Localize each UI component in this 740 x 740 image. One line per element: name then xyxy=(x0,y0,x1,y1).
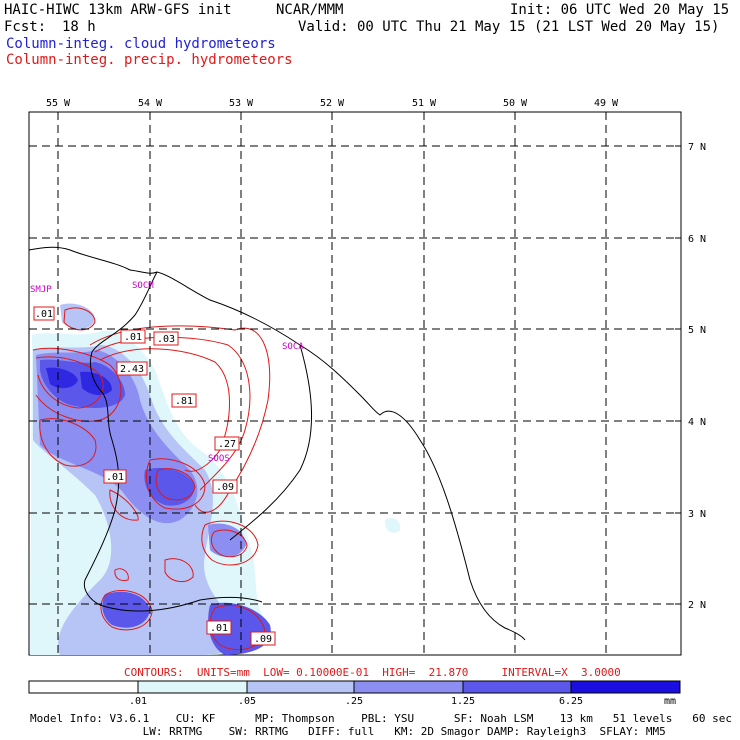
lon-label: 52 W xyxy=(320,98,345,109)
lon-label: 49 W xyxy=(594,98,619,109)
lon-label: 51 W xyxy=(412,98,437,109)
lat-label: 3 N xyxy=(688,509,706,520)
contour-label: .09 xyxy=(216,482,234,493)
contour-label: .27 xyxy=(218,439,236,450)
colorbar-tick: .01 xyxy=(129,696,147,707)
colorbar xyxy=(28,680,681,694)
contours-info: CONTOURS: UNITS=mm LOW= 0.10000E-01 HIGH… xyxy=(124,666,621,679)
field-precip-label: Column-integ. precip. hydrometeors xyxy=(6,52,293,68)
contour-label: .09 xyxy=(254,634,272,645)
contour-label: .01 xyxy=(35,309,53,320)
model-info-line2: LW: RRTMG SW: RRTMG DIFF: full KM: 2D Sm… xyxy=(30,725,666,738)
contour-labels: .01 .01 .03 2.43 .81 .27 .01 .09 .01 .09 xyxy=(33,306,276,646)
station-label: SOOS xyxy=(208,454,230,464)
lon-label: 50 W xyxy=(503,98,528,109)
precip-contours xyxy=(32,307,271,651)
model-info-line1: Model Info: V3.6.1 CU: KF MP: Thompson P… xyxy=(30,712,732,725)
contour-label: 2.43 xyxy=(120,364,144,375)
contour-label: .03 xyxy=(157,334,175,345)
contour-label: .81 xyxy=(175,396,193,407)
model-title: HAIC-HIWC 13km ARW-GFS init xyxy=(4,2,232,18)
contour-label: .01 xyxy=(210,623,228,634)
org-label: NCAR/MMM xyxy=(276,2,344,18)
station-label: SMJP xyxy=(30,285,52,295)
coastline xyxy=(28,246,526,641)
init-time: Init: 06 UTC Wed 20 May 15 xyxy=(510,2,730,18)
field-cloud-label: Column-integ. cloud hydrometeors xyxy=(6,36,276,52)
lon-label: 54 W xyxy=(138,98,163,109)
lat-label: 2 N xyxy=(688,600,706,611)
forecast-label: Fcst: xyxy=(4,19,47,35)
lat-label: 6 N xyxy=(688,234,706,245)
forecast-hour: 18 h xyxy=(62,19,96,35)
colorbar-unit: mm xyxy=(664,696,676,707)
colorbar-tick: 1.25 xyxy=(451,696,475,707)
lat-lon-grid xyxy=(29,112,681,655)
station-label: SOCM xyxy=(132,281,154,291)
lon-label: 55 W xyxy=(46,98,71,109)
lat-label: 7 N xyxy=(688,142,706,153)
lat-label: 4 N xyxy=(688,417,706,428)
valid-time: Valid: 00 UTC Thu 21 May 15 (21 LST Wed … xyxy=(298,19,720,35)
axis-ticks xyxy=(57,112,681,605)
station-label: SOCA xyxy=(282,342,304,352)
colorbar-tick: .05 xyxy=(238,696,256,707)
colorbar-tick: .25 xyxy=(345,696,363,707)
contour-label: .01 xyxy=(106,472,124,483)
lat-label: 5 N xyxy=(688,325,706,336)
colorbar-tick: 6.25 xyxy=(559,696,583,707)
lon-label: 53 W xyxy=(229,98,254,109)
contour-label: .01 xyxy=(124,332,142,343)
